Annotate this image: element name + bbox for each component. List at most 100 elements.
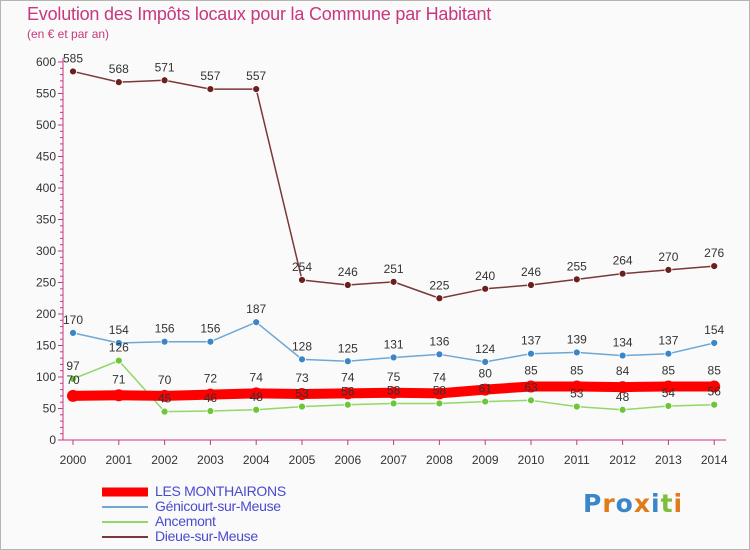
legend-swatch — [102, 521, 148, 523]
data-label: 264 — [613, 254, 633, 268]
x-tick-label: 2012 — [609, 453, 636, 467]
legend-item-genicourt-sur-meuse: Génicourt-sur-Meuse — [100, 498, 360, 515]
x-tick-label: 2014 — [701, 453, 728, 467]
data-label: 85 — [708, 363, 722, 377]
data-point — [664, 265, 673, 274]
data-label: 53 — [570, 387, 584, 401]
chart-subtitle: (en € et par an) — [27, 27, 110, 41]
data-label: 124 — [475, 342, 495, 356]
data-point — [525, 380, 537, 393]
data-label: 48 — [616, 390, 630, 404]
data-point — [114, 339, 123, 347]
data-point — [250, 387, 263, 400]
data-label: 126 — [109, 341, 129, 355]
legend-label: Ancemont — [155, 513, 216, 529]
data-point — [618, 269, 627, 278]
y-tick-label: 200 — [36, 307, 56, 321]
y-tick-label: 300 — [36, 244, 56, 258]
data-point — [114, 356, 123, 365]
data-label: 84 — [616, 364, 630, 378]
data-label: 225 — [429, 278, 449, 292]
data-label: 53 — [295, 387, 309, 401]
data-point — [710, 262, 719, 271]
data-point — [389, 353, 398, 362]
data-label: 255 — [567, 259, 587, 273]
data-label: 74 — [250, 370, 264, 384]
legend-label: Dieue-sur-Meuse — [155, 528, 258, 544]
data-point — [481, 357, 490, 366]
data-label: 139 — [567, 332, 587, 346]
x-tick-label: 2003 — [197, 453, 224, 467]
data-point — [206, 337, 215, 346]
data-point — [618, 351, 627, 360]
y-tick-label: 150 — [36, 339, 56, 353]
x-tick-label: 2004 — [243, 453, 270, 467]
data-label: 80 — [479, 367, 493, 381]
data-label: 75 — [387, 370, 401, 384]
data-label: 571 — [155, 60, 175, 74]
legend-label: Génicourt-sur-Meuse — [155, 498, 281, 514]
data-point — [67, 389, 79, 402]
data-point — [343, 400, 352, 409]
data-point — [389, 399, 398, 408]
data-point — [252, 318, 261, 327]
data-point — [206, 85, 215, 93]
data-point — [112, 389, 125, 402]
data-label: 61 — [479, 382, 493, 396]
legend-item-dieue-sur-meuse: Dieue-sur-Meuse — [100, 528, 360, 545]
data-label: 170 — [63, 313, 83, 327]
data-label: 70 — [66, 373, 80, 387]
data-point — [527, 281, 535, 289]
data-point — [69, 374, 77, 383]
data-point — [114, 78, 123, 87]
x-tick-label: 2001 — [105, 453, 132, 467]
logo-letter: i — [673, 489, 684, 518]
x-tick-label: 2000 — [60, 453, 87, 467]
data-label: 97 — [66, 359, 80, 373]
logo-letter: r — [602, 489, 616, 518]
data-label: 85 — [524, 363, 538, 377]
data-point — [435, 399, 444, 408]
data-label: 56 — [341, 385, 355, 399]
data-label: 128 — [292, 339, 312, 353]
data-label: 246 — [338, 265, 358, 279]
data-point — [481, 284, 490, 293]
y-tick-label: 600 — [36, 55, 56, 69]
legend-swatch — [102, 487, 148, 497]
x-tick-label: 2013 — [655, 453, 682, 467]
data-label: 70 — [158, 373, 172, 387]
data-point — [664, 349, 673, 358]
data-point — [616, 381, 629, 394]
data-label: 85 — [662, 363, 676, 377]
data-point — [341, 387, 354, 400]
data-label: 137 — [521, 334, 541, 348]
data-point — [343, 281, 352, 289]
logo-letter: t — [660, 489, 674, 518]
data-label: 557 — [200, 69, 220, 83]
data-point — [252, 405, 261, 414]
data-label: 71 — [112, 372, 126, 386]
data-label: 74 — [341, 370, 355, 384]
logo-letter: i — [651, 489, 661, 518]
y-tick-label: 350 — [36, 213, 56, 227]
data-label: 58 — [433, 383, 447, 397]
data-label: 254 — [292, 260, 312, 274]
data-point — [662, 380, 675, 393]
logo-letter: P — [583, 489, 603, 518]
chart-title: Evolution des Impôts locaux pour la Comm… — [27, 4, 492, 24]
data-point — [298, 402, 306, 411]
data-label: 125 — [338, 341, 358, 355]
chart-legend: LES MONTHAIRONS Génicourt-sur-Meuse Ance… — [100, 483, 360, 545]
data-point — [387, 386, 400, 399]
y-tick-label: 250 — [36, 276, 56, 290]
data-label: 568 — [109, 62, 129, 76]
data-point — [298, 276, 306, 284]
data-point — [572, 275, 581, 284]
data-label: 54 — [662, 386, 676, 400]
data-point — [160, 76, 169, 85]
data-point — [160, 337, 169, 346]
data-label: 85 — [570, 363, 584, 377]
data-label: 240 — [475, 269, 495, 283]
data-point — [206, 407, 215, 415]
